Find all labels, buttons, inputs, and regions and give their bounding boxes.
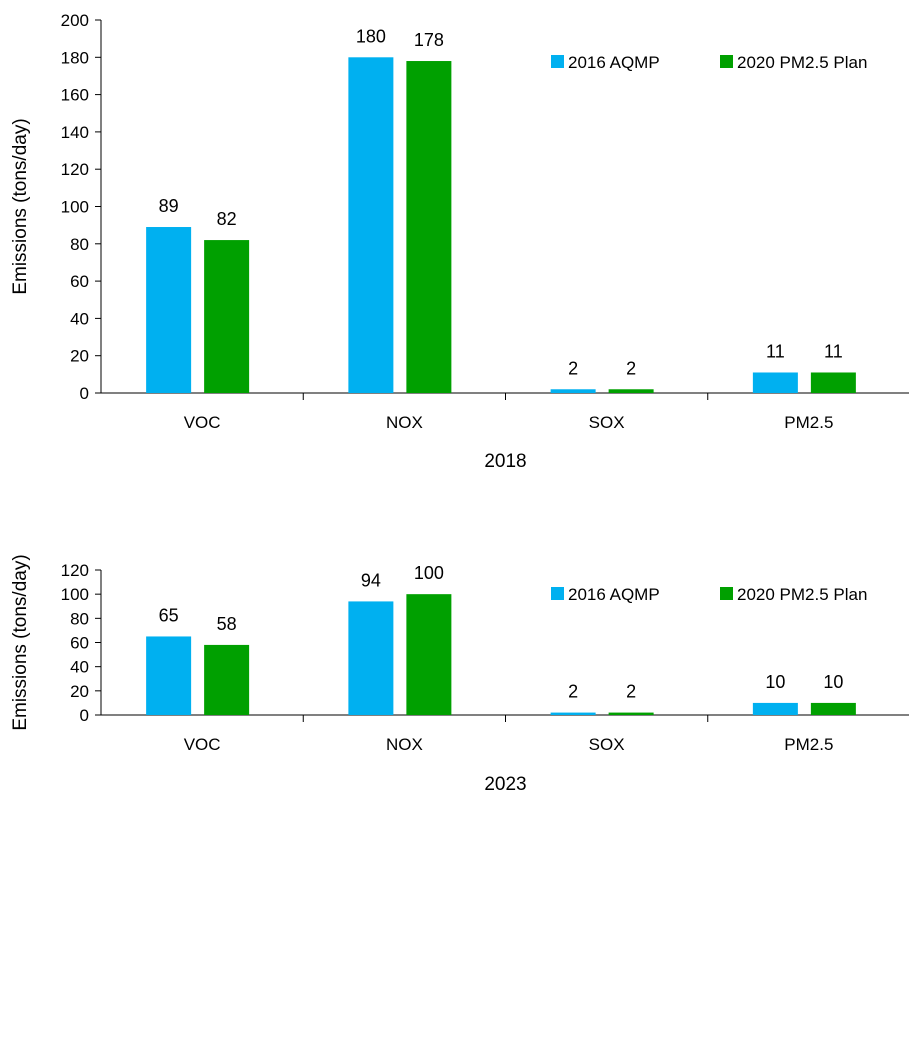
legend-swatch: [720, 55, 733, 68]
y-axis-title: Emissions (tons/day): [10, 118, 31, 294]
bar-2016-aqmp: [752, 372, 798, 393]
bar-2016-aqmp: [348, 57, 394, 394]
data-label: 100: [414, 563, 444, 583]
category-label: SOX: [589, 413, 625, 432]
y-tick-label: 80: [70, 235, 89, 254]
bar-2020-pm25-plan: [608, 712, 654, 715]
y-tick-label: 60: [70, 634, 89, 653]
category-label: SOX: [589, 735, 625, 754]
data-label: 82: [217, 209, 237, 229]
bar-2016-aqmp: [348, 601, 394, 715]
data-label: 94: [361, 570, 381, 590]
x-axis-title: 2018: [484, 451, 526, 472]
bar-2016-aqmp: [550, 712, 596, 715]
y-tick-label: 20: [70, 347, 89, 366]
category-label: NOX: [386, 735, 423, 754]
data-label: 65: [159, 605, 179, 625]
bar-2020-pm25-plan: [608, 389, 654, 393]
bar-2020-pm25-plan: [406, 61, 452, 393]
y-tick-label: 20: [70, 682, 89, 701]
data-label: 178: [414, 30, 444, 50]
y-tick-label: 120: [61, 160, 89, 179]
data-label: 11: [766, 341, 785, 361]
data-label: 2: [626, 682, 636, 702]
bar-2016-aqmp: [146, 227, 192, 393]
data-label: 89: [159, 196, 179, 216]
bar-2016-aqmp: [550, 389, 596, 393]
y-tick-label: 100: [61, 198, 89, 217]
category-label: VOC: [184, 413, 221, 432]
legend-label: 2020 PM2.5 Plan: [737, 585, 867, 604]
bar-2020-pm25-plan: [810, 702, 856, 715]
y-tick-label: 200: [61, 11, 89, 30]
y-tick-label: 140: [61, 123, 89, 142]
y-tick-label: 40: [70, 658, 89, 677]
data-label: 11: [824, 341, 843, 361]
data-label: 10: [823, 672, 843, 692]
category-label: NOX: [386, 413, 423, 432]
data-label: 2: [568, 682, 578, 702]
chart-2018: 0 20 40 60 80 100 120 140 160 180 200 VOC NOX SOX PM2.…: [10, 11, 909, 472]
legend-swatch: [551, 587, 564, 600]
data-label: 2: [626, 358, 636, 378]
legend-label: 2020 PM2.5 Plan: [737, 53, 867, 72]
bar-2016-aqmp: [146, 636, 192, 715]
bar-2020-pm25-plan: [204, 644, 250, 715]
y-tick-label: 60: [70, 272, 89, 291]
y-tick-label: 160: [61, 86, 89, 105]
y-tick-label: 180: [61, 48, 89, 67]
y-tick-label: 120: [61, 561, 89, 580]
x-axis-title: 2023: [484, 774, 526, 795]
data-label: 2: [568, 358, 578, 378]
y-tick-label: 0: [80, 384, 89, 403]
legend-swatch: [720, 587, 733, 600]
bar-2020-pm25-plan: [406, 594, 452, 715]
y-tick-label: 80: [70, 609, 89, 628]
data-label: 180: [356, 26, 386, 46]
legend-label: 2016 AQMP: [568, 53, 660, 72]
y-tick-label: 0: [80, 706, 89, 725]
category-label: VOC: [184, 735, 221, 754]
category-label: PM2.5: [784, 413, 833, 432]
bar-2020-pm25-plan: [204, 240, 250, 393]
legend-swatch: [551, 55, 564, 68]
y-tick-label: 40: [70, 309, 89, 328]
data-label: 10: [765, 672, 785, 692]
bar-2020-pm25-plan: [810, 372, 856, 393]
bar-2016-aqmp: [752, 702, 798, 715]
y-tick-label: 100: [61, 585, 89, 604]
data-label: 58: [217, 614, 237, 634]
legend-label: 2016 AQMP: [568, 585, 660, 604]
category-label: PM2.5: [784, 735, 833, 754]
y-axis-title: Emissions (tons/day): [10, 554, 31, 730]
chart-2023: 0 20 40 60 80 100 120 VOC NOX SOX PM2.5 65 94 2 10 58 10…: [10, 554, 909, 795]
